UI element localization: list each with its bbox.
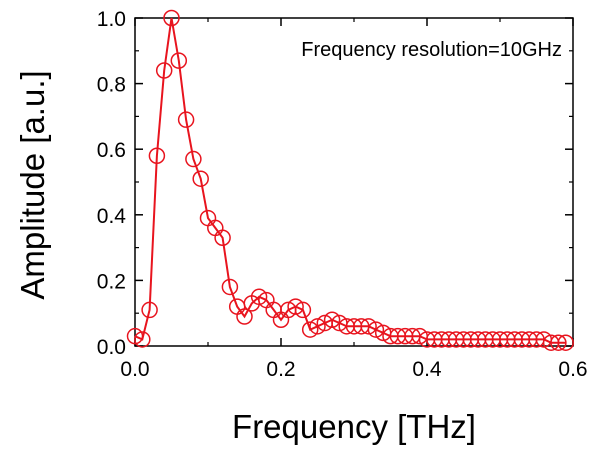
y-axis-title: Amplitude [a.u.]	[14, 70, 51, 299]
data-layer	[126, 9, 574, 351]
y-tick-label: 0.8	[97, 74, 126, 97]
data-point-marker	[177, 111, 195, 128]
data-point-marker	[250, 288, 268, 306]
data-point-marker	[214, 229, 231, 247]
data-point-marker	[287, 298, 304, 315]
x-tick-label: 0.0	[120, 358, 149, 381]
x-axis-title: Frequency [THz]	[232, 408, 476, 445]
data-point-marker	[148, 147, 166, 165]
data-point-marker	[294, 301, 312, 319]
data-point-marker	[185, 150, 202, 168]
data-point-marker	[170, 52, 188, 69]
y-tick-label: 0.4	[97, 205, 127, 228]
data-point-marker	[557, 334, 574, 351]
data-point-marker	[301, 321, 319, 338]
data-point-marker	[192, 170, 209, 187]
y-tick-label: 0.6	[97, 139, 126, 162]
data-point-marker	[163, 9, 180, 27]
data-point-marker	[309, 318, 326, 335]
x-tick-label: 0.2	[266, 358, 295, 381]
series-line	[134, 17, 566, 344]
data-point-marker	[141, 301, 158, 319]
data-point-marker	[323, 311, 341, 329]
data-point-marker	[221, 278, 239, 296]
data-point-marker	[236, 308, 253, 325]
y-tick-label: 0.0	[97, 336, 126, 359]
x-tick-label: 0.6	[558, 358, 587, 381]
data-point-marker	[126, 327, 144, 345]
data-point-marker	[367, 321, 385, 338]
annotation-frequency-resolution: Frequency resolution=10GHz	[301, 39, 562, 61]
y-tick-label: 1.0	[97, 8, 126, 31]
y-tick-label: 0.2	[97, 270, 126, 293]
data-point-marker	[360, 318, 377, 335]
data-point-marker	[155, 62, 173, 79]
x-tick-label: 0.4	[412, 358, 442, 381]
data-point-marker	[550, 334, 567, 351]
data-point-marker	[134, 331, 151, 348]
